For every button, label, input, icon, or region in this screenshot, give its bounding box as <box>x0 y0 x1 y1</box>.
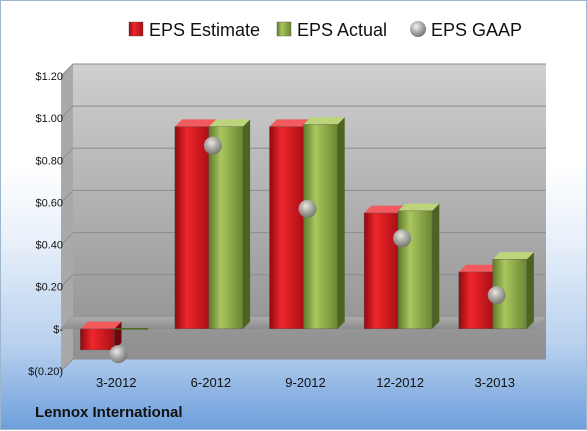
bar-eps-estimate <box>269 126 304 330</box>
bar-top <box>364 205 406 213</box>
y-tick-label: $(0.20) <box>28 366 63 378</box>
bar-eps-actual <box>397 210 433 330</box>
bar-eps-actual <box>303 124 338 330</box>
legend-label: EPS GAAP <box>431 20 522 40</box>
gridline-side <box>60 232 74 245</box>
gridline-side <box>60 190 74 203</box>
gridline-side <box>60 147 74 161</box>
legend-swatch-eps-estimate <box>128 21 144 37</box>
bar-eps-estimate <box>174 126 210 330</box>
bar-top <box>458 264 500 272</box>
gridline-side <box>60 358 74 372</box>
marker-eps-gaap <box>109 345 128 364</box>
x-tick-label: 12-2012 <box>376 375 424 390</box>
bar-eps-estimate <box>363 212 399 330</box>
y-tick-label: $0.40 <box>35 240 63 252</box>
bar-top <box>303 117 345 125</box>
x-tick-label: 6-2012 <box>191 375 231 390</box>
bar-eps-actual <box>492 259 527 330</box>
bar-eps-estimate <box>458 271 493 330</box>
legend-swatch-eps-gaap <box>410 21 426 37</box>
gridline-side <box>60 63 74 77</box>
x-tick-label: 3-2013 <box>474 375 514 390</box>
bar-top <box>80 321 122 329</box>
legend-label: EPS Estimate <box>149 20 260 40</box>
x-tick-label: 3-2012 <box>96 375 136 390</box>
plot-side-wall <box>61 64 73 371</box>
bar-side <box>337 117 345 329</box>
y-tick-label: $0.60 <box>35 197 63 209</box>
bar-top <box>208 119 251 127</box>
bar-top <box>269 119 311 127</box>
marker-eps-gaap <box>487 286 506 305</box>
y-tick-label: $1.20 <box>35 71 63 83</box>
y-tick-label: $0.80 <box>35 155 63 167</box>
bar-eps-actual <box>208 126 244 330</box>
gridline-side <box>60 105 74 119</box>
bar-top <box>398 203 440 211</box>
bar-top <box>174 119 217 127</box>
legend-swatch-eps-actual <box>276 21 292 37</box>
legend-label: EPS Actual <box>297 20 387 40</box>
marker-eps-gaap <box>393 229 412 248</box>
marker-eps-gaap <box>298 199 317 218</box>
y-tick-label: $0.20 <box>35 282 63 294</box>
x-tick-label: 9-2012 <box>285 375 325 390</box>
marker-eps-gaap <box>203 136 222 155</box>
bar-side <box>432 203 440 329</box>
bar-side <box>242 119 251 329</box>
bar-side <box>526 252 534 329</box>
y-tick-label: $1.00 <box>35 113 63 125</box>
company-label: Lennox International <box>35 404 183 421</box>
bar-eps-estimate <box>80 328 115 351</box>
y-tick-label: $- <box>53 324 63 336</box>
gridline-side <box>60 274 74 288</box>
bar-top <box>492 252 534 260</box>
